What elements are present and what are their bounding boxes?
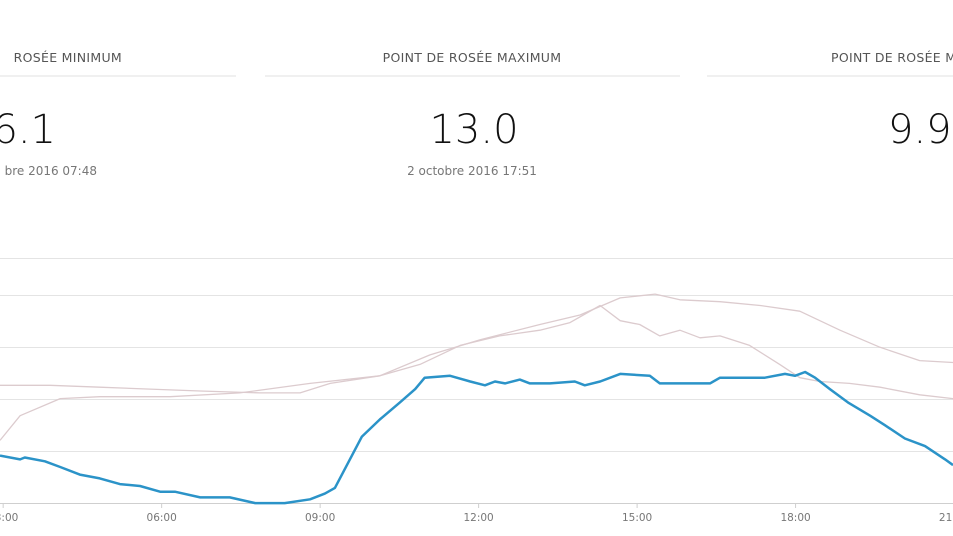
data-line	[0, 293, 953, 441]
data-line	[0, 370, 953, 505]
card-value: 6.1	[0, 107, 56, 153]
card-avg: POINT DE ROSÉE M 9.9	[707, 50, 953, 153]
data-line	[0, 304, 953, 400]
card-title: POINT DE ROSÉE MAXIMUM	[383, 50, 562, 65]
card-value: 9.9	[888, 107, 952, 153]
card-date: 2 octobre 2016 17:51	[407, 164, 537, 178]
x-tick-label: 15:00	[622, 512, 652, 524]
x-tick-label: 21:00	[939, 512, 953, 524]
card-value: 13.0	[429, 107, 518, 153]
x-tick-label: 03:00	[0, 512, 18, 524]
card-min: ROSÉE MINIMUM 6.1 bre 2016 07:48	[0, 50, 236, 178]
x-tick-label: 12:00	[463, 512, 493, 524]
x-tick-label: 18:00	[780, 512, 810, 524]
card-title: POINT DE ROSÉE M	[831, 50, 953, 65]
card-max: POINT DE ROSÉE MAXIMUM 13.0 2 octobre 20…	[265, 50, 680, 178]
grid	[0, 258, 953, 504]
card-title: ROSÉE MINIMUM	[14, 50, 122, 65]
card-date: bre 2016 07:48	[5, 164, 97, 178]
x-tick-label: 09:00	[305, 512, 335, 524]
x-tick-label: 06:00	[147, 512, 177, 524]
